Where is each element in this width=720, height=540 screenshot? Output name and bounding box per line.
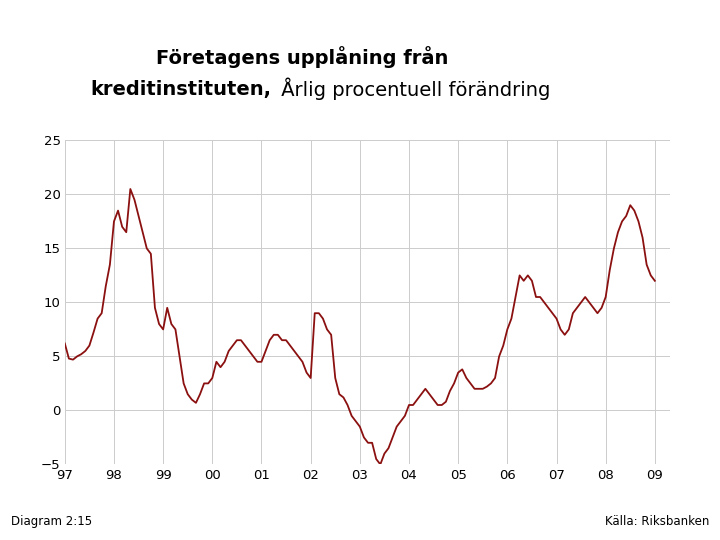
- Text: kreditinstituten,: kreditinstituten,: [90, 79, 271, 99]
- Text: RIKSBANK: RIKSBANK: [646, 110, 683, 115]
- Text: Årlig procentuell förändring: Årlig procentuell förändring: [275, 78, 550, 100]
- Text: Källa: Riksbanken: Källa: Riksbanken: [605, 515, 709, 528]
- Text: Företagens upplåning från: Företagens upplåning från: [156, 46, 449, 68]
- Text: ✦: ✦: [659, 46, 670, 59]
- Text: Diagram 2:15: Diagram 2:15: [11, 515, 92, 528]
- Text: SVERIGES: SVERIGES: [647, 99, 682, 104]
